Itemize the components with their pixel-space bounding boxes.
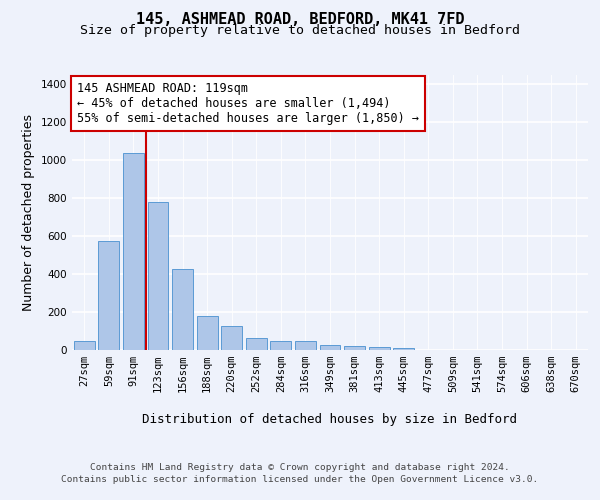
Bar xyxy=(320,346,340,350)
Bar xyxy=(74,341,95,350)
Text: Contains public sector information licensed under the Open Government Licence v3: Contains public sector information licen… xyxy=(61,475,539,484)
Text: Contains HM Land Registry data © Crown copyright and database right 2024.: Contains HM Land Registry data © Crown c… xyxy=(90,462,510,471)
Y-axis label: Number of detached properties: Number of detached properties xyxy=(22,114,35,311)
Text: Size of property relative to detached houses in Bedford: Size of property relative to detached ho… xyxy=(80,24,520,37)
Bar xyxy=(172,270,193,350)
Bar xyxy=(148,202,169,350)
Bar xyxy=(197,316,218,350)
Bar xyxy=(98,241,119,350)
Bar xyxy=(221,326,242,350)
Bar xyxy=(271,341,292,350)
Bar xyxy=(123,153,144,350)
Text: 145 ASHMEAD ROAD: 119sqm
← 45% of detached houses are smaller (1,494)
55% of sem: 145 ASHMEAD ROAD: 119sqm ← 45% of detach… xyxy=(77,82,419,125)
Bar xyxy=(295,341,316,350)
Bar xyxy=(368,347,389,350)
Bar xyxy=(344,346,365,350)
Bar xyxy=(246,338,267,350)
Bar xyxy=(393,348,414,350)
Text: 145, ASHMEAD ROAD, BEDFORD, MK41 7FD: 145, ASHMEAD ROAD, BEDFORD, MK41 7FD xyxy=(136,12,464,28)
Text: Distribution of detached houses by size in Bedford: Distribution of detached houses by size … xyxy=(143,412,517,426)
